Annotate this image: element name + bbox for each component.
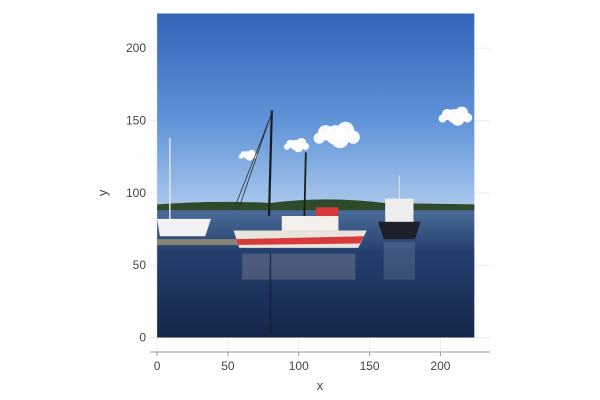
rigging	[233, 113, 273, 211]
main-boat-stripe	[236, 236, 364, 245]
dock	[157, 239, 243, 246]
cloud-center	[313, 121, 360, 149]
cloud-puff	[238, 154, 244, 159]
x-tick-label: 150	[360, 359, 380, 373]
second-mast	[303, 152, 307, 217]
x-axis-title: x	[317, 378, 324, 393]
harbor-scene	[157, 106, 475, 335]
cloud-puff	[245, 153, 254, 161]
cloud-right	[438, 106, 473, 126]
x-tick-label: 0	[154, 359, 161, 373]
right-boat-cabin	[385, 198, 414, 222]
x-tick-label: 100	[289, 359, 309, 373]
axes: 0 50 100 150 200 0 50 100 150 200	[126, 41, 490, 373]
cloud-puff	[331, 130, 349, 149]
cloud-puff	[346, 130, 360, 144]
right-boat-reflection	[383, 242, 415, 280]
right-boat-hull	[378, 221, 421, 240]
rigging	[238, 120, 270, 208]
cloud-puff	[313, 132, 325, 144]
sky	[157, 13, 475, 208]
main-mast	[267, 110, 273, 217]
y-tick-label: 200	[126, 41, 146, 55]
main-boat-wheelhouse	[315, 207, 339, 216]
main-boat-cabin	[281, 216, 339, 231]
x-tick-label: 50	[221, 359, 235, 373]
y-axis-title: y	[95, 189, 110, 196]
y-tick-label: 0	[139, 331, 146, 345]
y-tick-label: 150	[126, 114, 146, 128]
y-tick-label: 100	[126, 186, 146, 200]
boat-reflection	[242, 253, 356, 280]
cloud-puff	[438, 114, 447, 123]
cloud-puff	[462, 112, 473, 123]
x-tick-label: 200	[430, 359, 450, 373]
cloud-puff	[451, 112, 465, 126]
y-tick-label: 50	[133, 258, 147, 272]
cloud-puff	[293, 142, 304, 153]
cloud-small	[283, 137, 310, 153]
plot-image	[157, 13, 475, 338]
left-boat-hull	[157, 218, 211, 237]
cloud-puff	[283, 143, 290, 150]
cloud-puff	[301, 142, 310, 150]
